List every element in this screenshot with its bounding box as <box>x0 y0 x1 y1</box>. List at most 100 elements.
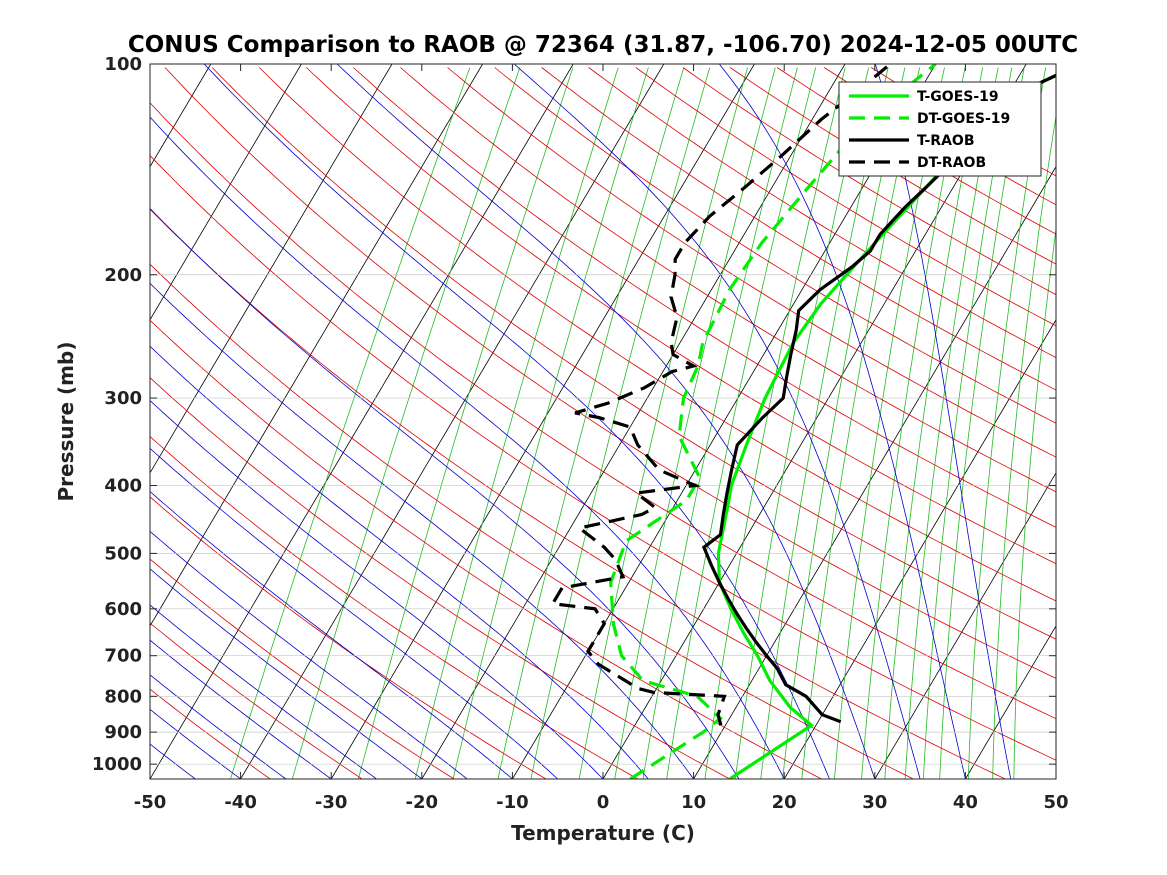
x-tick-label: 40 <box>953 792 978 813</box>
legend-label: T-GOES-19 <box>917 89 999 105</box>
isotherm-line <box>874 472 1056 779</box>
dry-adiabat-line <box>682 67 1056 296</box>
dry-adiabat-line <box>164 67 1056 679</box>
legend-label: DT-GOES-19 <box>917 111 1010 127</box>
series-line-dt-goes-19 <box>609 64 937 779</box>
mixing-ratio-line <box>666 67 817 779</box>
dry-adiabat-line <box>150 558 455 779</box>
y-axis-label: Pressure (mb) <box>54 342 78 502</box>
mixing-ratio-line <box>578 67 748 779</box>
moist-adiabat-line <box>150 708 241 779</box>
legend-label: DT-RAOB <box>917 155 986 171</box>
moist-adiabat-line <box>150 674 287 779</box>
legend: T-GOES-19 DT-GOES-19 T-RAOB DT-RAOB <box>838 81 1042 177</box>
x-tick-label: 30 <box>862 792 887 813</box>
moist-adiabat-line <box>150 568 423 779</box>
dry-adiabat-line <box>588 67 1056 359</box>
x-tick-label: -30 <box>315 792 348 813</box>
series-line-dt-raob <box>550 64 892 726</box>
isotherm-line <box>150 64 574 779</box>
mixing-ratio-line <box>834 67 945 779</box>
mixing-ratio-line <box>642 67 798 779</box>
isotherm-line <box>150 64 393 474</box>
mixing-ratio-line <box>939 67 1025 779</box>
moist-adiabat-line <box>150 282 694 779</box>
isotherm-line <box>240 64 665 779</box>
dry-adiabat-line <box>258 67 1056 602</box>
isotherm-line <box>0 64 30 779</box>
mixing-ratio-line <box>230 67 471 779</box>
x-tick-label: -50 <box>134 792 167 813</box>
moist-adiabat-line <box>150 604 377 779</box>
mixing-ratio-line <box>782 67 906 779</box>
y-tick-label: 600 <box>104 599 142 620</box>
y-tick-label: 800 <box>104 686 142 707</box>
y-tick-label: 900 <box>104 722 142 743</box>
dry-adiabat-line <box>211 67 1056 640</box>
isotherm-line <box>1055 778 1056 779</box>
dry-adiabat-line <box>729 67 1056 265</box>
isotherm-line <box>421 64 846 779</box>
moist-adiabat-line <box>874 64 1012 779</box>
dry-adiabat-line <box>150 377 730 779</box>
dry-adiabat-line <box>776 67 1056 235</box>
legend-box <box>838 81 1042 177</box>
isotherm-line <box>150 64 302 321</box>
moist-adiabat-line <box>150 447 558 779</box>
dry-adiabat-line <box>823 67 1056 206</box>
isotherm-line <box>693 165 1056 779</box>
y-tick-label: 400 <box>104 476 142 497</box>
mixing-ratio-line <box>992 113 1056 779</box>
mixing-ratio-line <box>884 67 984 779</box>
dry-adiabat-line <box>150 435 638 779</box>
y-tick-label: 100 <box>104 54 142 75</box>
mixing-ratio-line <box>923 67 1013 779</box>
mixing-ratio-line <box>291 67 521 779</box>
y-tick-label: 200 <box>104 265 142 286</box>
chart-title: CONUS Comparison to RAOB @ 72364 (31.87,… <box>128 32 1078 58</box>
moist-adiabat-line <box>718 64 966 779</box>
isotherm-line <box>1147 64 1167 779</box>
moist-adiabat-line <box>150 400 604 779</box>
dry-adiabat-line <box>150 102 1056 720</box>
x-tick-label: -10 <box>496 792 529 813</box>
y-tick-label: 700 <box>104 646 142 667</box>
mixing-ratio-line <box>452 67 649 779</box>
x-tick-label: 0 <box>597 792 610 813</box>
x-axis-label: Temperature (C) <box>511 821 695 845</box>
mixing-ratio-line <box>904 67 999 779</box>
isotherm-line <box>330 64 755 779</box>
moist-adiabat-line <box>150 639 332 779</box>
mixing-ratio-line <box>801 67 920 779</box>
mixing-ratio-line <box>358 67 574 779</box>
series-line-t-raob <box>701 73 1056 724</box>
dry-adiabat-line <box>400 67 1056 493</box>
mixing-ratio-line <box>704 67 846 779</box>
dry-adiabat-line <box>150 263 914 779</box>
x-tick-label: 10 <box>681 792 706 813</box>
dry-adiabat-line <box>447 67 1056 458</box>
x-tick-label: -40 <box>224 792 257 813</box>
moist-adiabat-line <box>150 207 740 779</box>
dry-adiabat-line <box>494 67 1056 424</box>
y-tick-label: 1000 <box>92 754 142 775</box>
dry-adiabat-line <box>353 67 1056 528</box>
isotherm-line <box>602 64 1027 779</box>
x-tick-label: 50 <box>1043 792 1068 813</box>
mixing-ratio-line <box>967 67 1047 779</box>
dry-adiabat-line <box>541 67 1056 391</box>
dry-adiabat-line <box>150 622 363 779</box>
isotherm-line <box>783 319 1056 779</box>
y-tick-label: 300 <box>104 388 142 409</box>
mixing-ratio-line <box>760 67 889 779</box>
x-tick-label: 20 <box>772 792 797 813</box>
moist-adiabat-line <box>336 64 876 779</box>
moist-adiabat-line <box>150 116 785 779</box>
dry-adiabat-line <box>635 67 1056 327</box>
mixing-ratio-line <box>861 67 966 779</box>
x-tick-label: -20 <box>406 792 439 813</box>
moist-adiabat-line <box>150 345 649 779</box>
moist-adiabat-line <box>513 64 921 779</box>
y-tick-label: 500 <box>104 543 142 564</box>
